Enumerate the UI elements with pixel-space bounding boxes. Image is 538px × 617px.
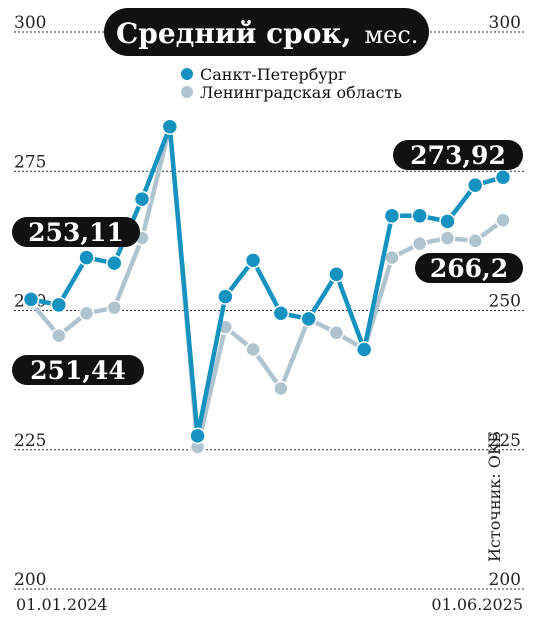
callout-1: 251,44 [12,355,144,385]
y-tick-labels-left: 200225250275300 [14,13,46,590]
data-point-1-17 [495,212,511,229]
y-tick-right-300: 300 [489,13,521,33]
value-callouts: 253,11 251,44 273,92 266,2 [12,140,523,385]
y-tick-left-225: 225 [14,431,46,451]
x-start-label: 01.01.2024 [16,595,108,614]
data-point-1-2 [78,305,95,322]
data-point-0-11 [328,266,345,283]
data-point-0-16 [466,176,484,194]
callout-2: 273,92 [393,140,523,170]
legend: Санкт-Петербург Ленинградская область [181,65,402,102]
callout-label-1: 251,44 [30,356,126,385]
data-point-0-13 [383,207,401,225]
data-point-0-4 [133,190,151,208]
legend-label-lo: Ленинградская область [200,83,402,102]
callout-bg-1 [12,355,144,385]
callout-label-3: 266,2 [430,254,508,283]
title-background [104,8,429,56]
y-tick-left-275: 275 [14,152,46,172]
source-note: Источник: ОКБ [485,431,504,562]
legend-marker-lo [181,86,193,98]
data-point-0-9 [272,305,290,322]
data-point-0-17 [494,169,512,186]
callout-bg-3 [415,253,523,283]
data-point-1-8 [245,341,261,358]
data-point-1-3 [106,299,123,316]
data-point-0-8 [244,252,262,269]
series-saint-petersburg [22,118,512,445]
data-point-1-14 [411,235,428,252]
data-point-0-0 [22,291,40,308]
callout-bg-2 [393,140,523,170]
data-point-0-12 [355,341,373,358]
data-point-0-6 [189,427,206,445]
y-tick-left-200: 200 [14,570,46,590]
title-unit: мес. [364,21,418,49]
data-point-1-16 [467,233,483,249]
callout-0: 253,11 [12,217,140,247]
callout-label-2: 273,92 [410,141,506,170]
data-point-0-15 [439,213,456,230]
y-tick-right-250: 250 [489,292,521,312]
svg-text:Средний срок, мес.: Средний срок, мес. [116,17,418,50]
chart-title: Средний срок, мес. [104,8,429,56]
y-tick-right-200: 200 [489,570,521,590]
data-point-1-11 [328,325,345,341]
data-point-1-1 [51,327,67,344]
data-point-1-15 [439,230,456,246]
callout-bg-0 [12,217,140,247]
data-point-0-10 [300,310,317,328]
data-point-0-3 [106,254,123,272]
legend-label-spb: Санкт-Петербург [200,65,346,84]
callout-3: 266,2 [415,253,523,283]
data-point-0-2 [78,249,95,266]
legend-marker-spb [181,68,193,80]
data-point-0-7 [217,288,234,305]
x-end-label: 01.06.2025 [431,595,523,614]
data-point-0-1 [50,296,68,314]
data-point-1-13 [384,249,400,266]
data-point-0-14 [411,207,428,225]
callout-label-0: 253,11 [28,218,124,247]
y-tick-left-300: 300 [14,13,46,33]
data-point-0-5 [161,118,179,135]
y-tick-right-225: 225 [489,431,521,451]
title-text: Средний срок, [116,17,351,50]
data-point-1-9 [273,380,289,397]
